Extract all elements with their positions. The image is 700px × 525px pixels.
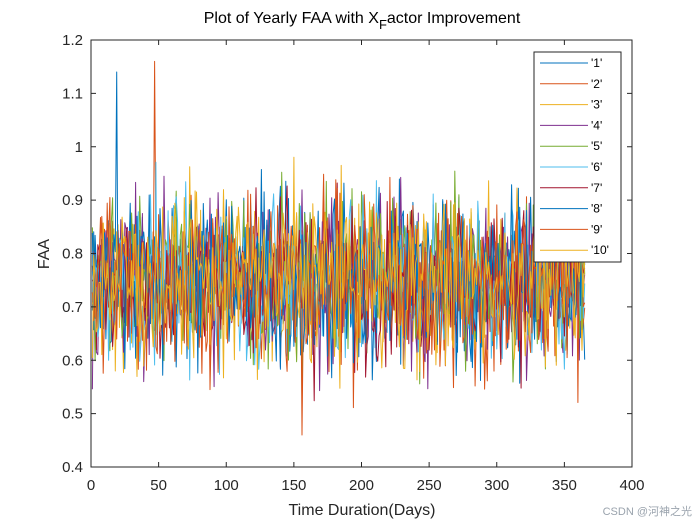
y-tick-label: 0.6 xyxy=(62,352,83,369)
x-tick-label: 150 xyxy=(281,477,306,494)
tick-layer: 0 50 100 150 200 250 300 350 400 0.4 0.5 0.6 0.7 0.8 0… xyxy=(62,32,644,494)
y-tick-label: 0.8 xyxy=(62,246,83,263)
y-tick-label: 0.7 xyxy=(62,299,83,316)
y-tick-label: 1.2 xyxy=(62,32,83,49)
x-tick-label: 200 xyxy=(349,477,374,494)
legend-label: '1' xyxy=(591,56,602,70)
legend-label: '9' xyxy=(591,222,602,236)
legend-label: '10' xyxy=(591,243,609,257)
legend-label: '6' xyxy=(591,160,602,174)
y-tick-label: 0.5 xyxy=(62,406,83,423)
x-tick-label: 400 xyxy=(619,477,644,494)
legend-label: '2' xyxy=(591,77,602,91)
legend-label: '7' xyxy=(591,181,602,195)
legend-label: '3' xyxy=(591,98,602,112)
series-line-9 xyxy=(91,174,586,436)
y-axis-label: FAA xyxy=(36,239,53,270)
x-tick-label: 0 xyxy=(87,477,95,494)
y-tick-label: 1 xyxy=(75,139,83,156)
x-tick-label: 100 xyxy=(214,477,239,494)
x-tick-label: 250 xyxy=(417,477,442,494)
x-tick-label: 350 xyxy=(552,477,577,494)
series-line-10 xyxy=(91,164,586,389)
y-tick-label: 1.1 xyxy=(62,85,83,102)
y-tick-label: 0.9 xyxy=(62,192,83,209)
chart-title: Plot of Yearly FAA with XFactor Improvem… xyxy=(204,10,521,32)
x-tick-label: 300 xyxy=(484,477,509,494)
legend-box xyxy=(533,51,622,263)
watermark: CSDN @河神之光 xyxy=(602,506,692,518)
legend-label: '4' xyxy=(591,118,602,132)
series-layer xyxy=(91,60,586,436)
legend: '1' '2' '3' '4' '5' '6' '7' '8' '9' '10' xyxy=(533,51,622,263)
legend-label: '8' xyxy=(591,202,602,216)
x-axis-label: Time Duration(Days) xyxy=(289,502,436,519)
x-tick-label: 50 xyxy=(150,477,167,494)
y-tick-label: 0.4 xyxy=(62,459,83,476)
legend-label: '5' xyxy=(591,139,602,153)
